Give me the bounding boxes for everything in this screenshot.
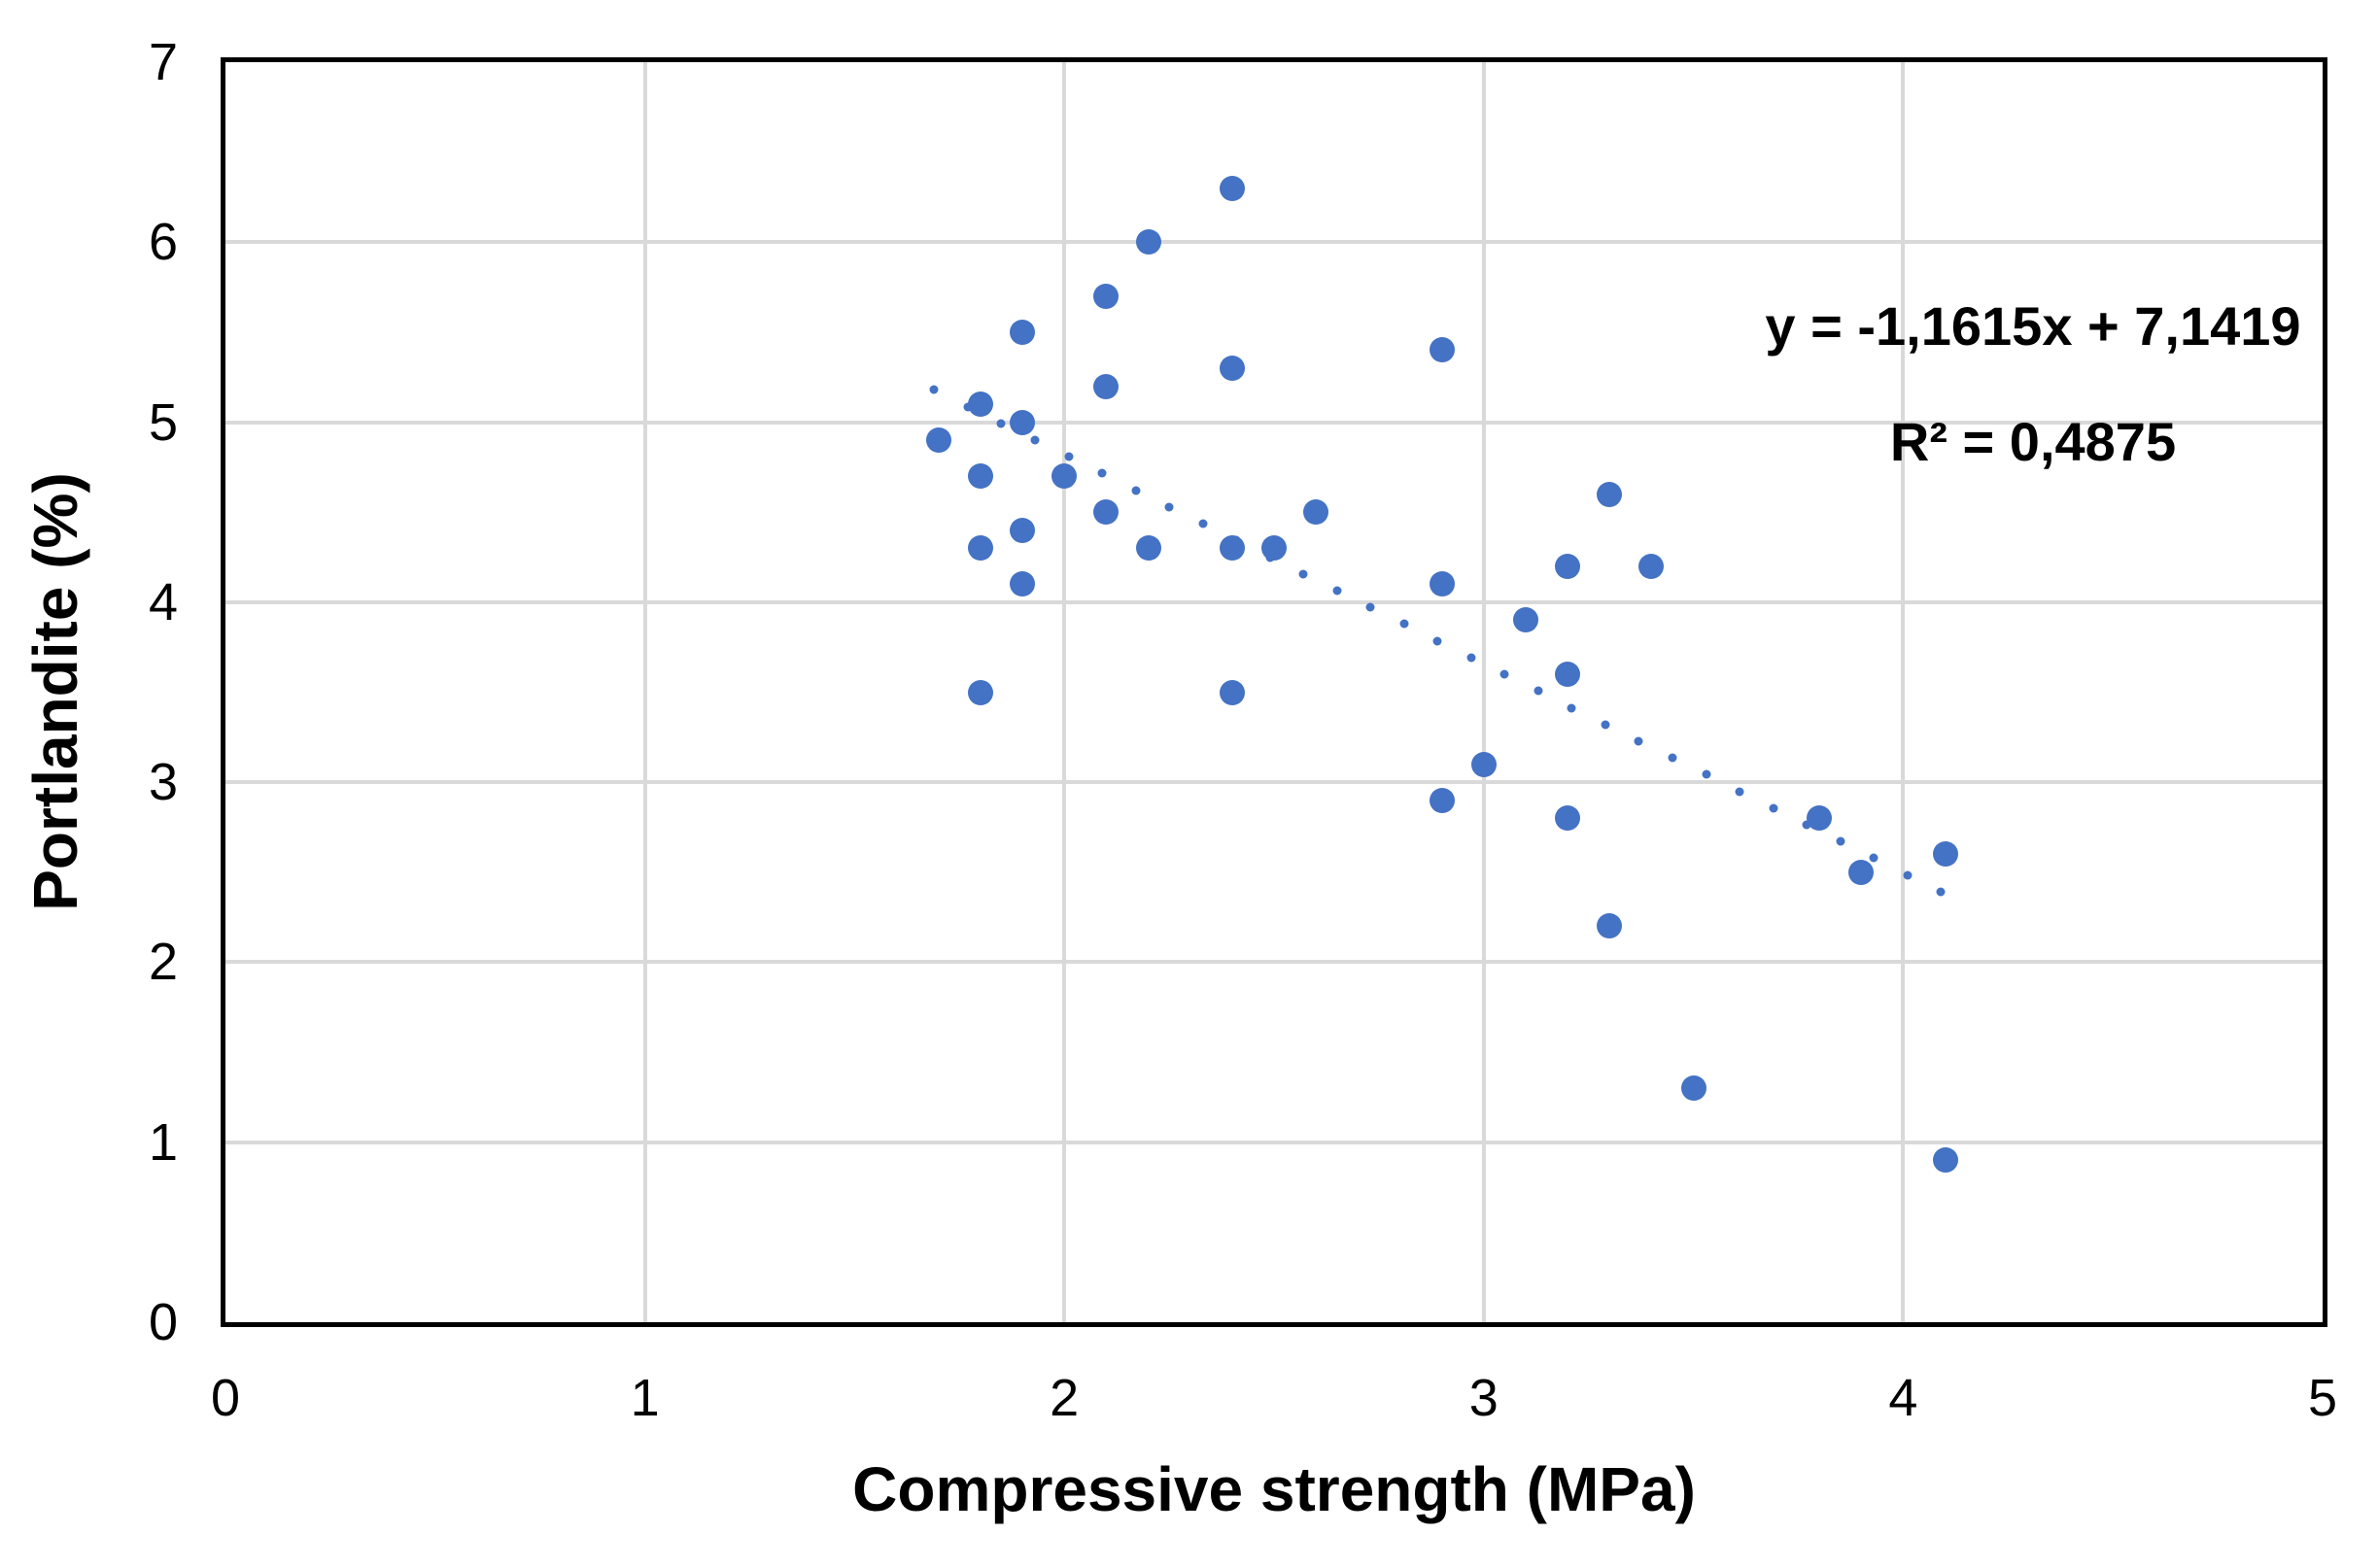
data-point [1555, 553, 1581, 579]
trendline-dot [1298, 569, 1308, 579]
trendline-dot [1735, 787, 1744, 797]
data-point [1848, 859, 1875, 885]
trendline-equation-text: y = -1,1615x + 7,1419 [1765, 295, 2301, 357]
trendline-dot [1534, 686, 1543, 696]
data-point [1219, 535, 1245, 562]
data-point [1555, 805, 1581, 832]
trendline-dot [1601, 720, 1610, 730]
data-point [1010, 517, 1036, 543]
trendline-dot [1668, 753, 1677, 763]
data-point [1680, 1075, 1706, 1102]
trendline-dot [1769, 803, 1778, 813]
data-point [1010, 409, 1036, 435]
data-point [1093, 499, 1120, 526]
trendline-dot [1198, 519, 1208, 528]
trendline-dot [1936, 887, 1946, 897]
data-point [1219, 175, 1245, 201]
trendline-dot [1567, 703, 1576, 713]
horizontal-gridline [225, 1140, 2323, 1144]
horizontal-gridline [225, 240, 2323, 245]
trendline-dot [1365, 602, 1375, 612]
plot-area: y = -1,1615x + 7,1419 R² = 0,4875 [221, 57, 2327, 1327]
trendline-dot [1634, 736, 1643, 746]
data-point [967, 392, 993, 418]
data-point [1093, 283, 1120, 309]
data-point [1932, 1147, 1958, 1174]
data-point [1807, 805, 1833, 832]
trendline-dot [1499, 669, 1509, 679]
trendline-dot [1064, 452, 1074, 461]
trendline-dot [1332, 586, 1342, 596]
x-tick-label: 5 [2307, 1369, 2338, 1427]
y-axis-title: Portlandite (%) [20, 472, 90, 911]
data-point [1010, 571, 1036, 597]
trendline-dot [929, 385, 939, 394]
trendline-dot [1836, 836, 1845, 846]
data-point [1597, 913, 1623, 939]
data-point [1093, 373, 1120, 399]
x-tick-label: 0 [210, 1369, 241, 1427]
data-point [1429, 571, 1455, 597]
data-point [1010, 319, 1036, 345]
vertical-gridline [1901, 62, 1906, 1322]
y-tick-label: 4 [148, 572, 178, 631]
horizontal-gridline [225, 780, 2323, 785]
trendline-dot [996, 419, 1006, 428]
data-point [1470, 751, 1497, 777]
data-point [1932, 841, 1958, 868]
data-point [1429, 787, 1455, 813]
trendline-dot [1131, 486, 1141, 495]
data-point [1555, 661, 1581, 687]
x-tick-label: 1 [630, 1369, 660, 1427]
data-point [1512, 607, 1538, 633]
trendline-dot [1802, 820, 1811, 830]
trendline-dot [1903, 870, 1913, 880]
y-tick-label: 3 [148, 753, 178, 812]
y-tick-label: 7 [148, 33, 178, 91]
trendline-dot [1097, 468, 1107, 478]
y-tick-label: 1 [148, 1112, 178, 1172]
data-point [1219, 679, 1245, 705]
trendline-dot [1432, 636, 1442, 646]
data-point [1429, 337, 1455, 363]
x-tick-label: 3 [1468, 1369, 1499, 1427]
y-tick-label: 0 [148, 1293, 178, 1351]
x-tick-label: 2 [1050, 1369, 1080, 1427]
data-point [1597, 481, 1623, 507]
trendline-dot [1702, 769, 1711, 779]
data-point [1638, 553, 1665, 579]
x-axis-title: Compressive strength (MPa) [852, 1454, 1696, 1524]
vertical-gridline [1062, 62, 1067, 1322]
trendline-dot [1030, 435, 1040, 445]
data-point [1051, 463, 1078, 490]
trendline-dot [1869, 853, 1878, 863]
x-tick-label: 4 [1888, 1369, 1918, 1427]
data-point [1135, 229, 1161, 256]
trendline-dot [1164, 502, 1174, 512]
data-point [1261, 535, 1287, 562]
data-point [1219, 355, 1245, 381]
horizontal-gridline [225, 960, 2323, 965]
data-point [967, 679, 993, 705]
y-tick-label: 5 [148, 392, 178, 452]
data-point [967, 535, 993, 562]
trendline-dot [1466, 653, 1476, 663]
vertical-gridline [1481, 62, 1486, 1322]
y-tick-label: 6 [148, 213, 178, 272]
horizontal-gridline [225, 599, 2323, 604]
trendline-r-squared-text: R² = 0,4875 [1889, 411, 2177, 473]
trendline-dot [1399, 619, 1409, 629]
data-point [967, 463, 993, 490]
data-point [1135, 535, 1161, 562]
vertical-gridline [642, 62, 647, 1322]
trendline-label: y = -1,1615x + 7,1419 R² = 0,4875 [1703, 295, 2363, 474]
y-tick-label: 2 [148, 933, 178, 992]
data-point [1303, 499, 1329, 526]
data-point [925, 427, 951, 454]
horizontal-gridline [225, 420, 2323, 425]
